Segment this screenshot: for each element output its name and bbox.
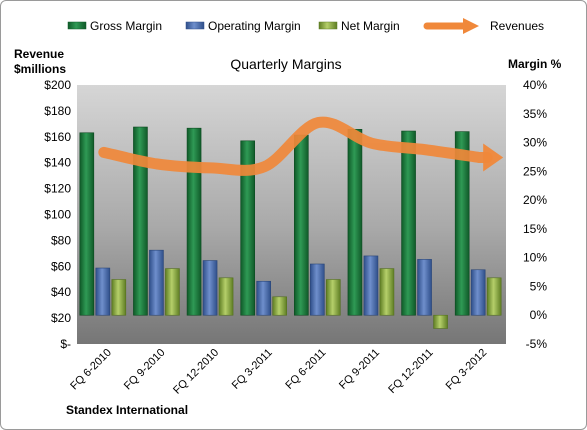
legend-swatch-gross: [67, 21, 87, 30]
legend-item-revenues: Revenues: [423, 18, 544, 34]
bar-gross-margin: [133, 126, 148, 316]
category-label: FQ 9-2010: [122, 347, 168, 393]
bar-net-margin: [326, 279, 341, 316]
category-labels: FQ 6-2010 FQ 9-2010 FQ 12-2010 FQ 3-2011 FQ …: [68, 347, 489, 397]
right-tick-label: 25%: [523, 164, 547, 178]
revenue-line: [98, 116, 504, 176]
bar-gross-margin: [454, 131, 470, 316]
left-tick-label: $60: [51, 259, 71, 273]
bar-operating-margin: [202, 260, 218, 316]
legend-label-revenues: Revenues: [490, 19, 544, 33]
bar-gross-margin: [79, 132, 95, 316]
left-tick-label: $140: [44, 156, 71, 170]
right-tick-label: 20%: [523, 193, 547, 207]
left-tick-label: $200: [44, 78, 71, 92]
legend-item-gross: Gross Margin: [67, 19, 162, 33]
right-tick-label: -5%: [526, 337, 548, 351]
left-tick-label: $-: [60, 337, 71, 351]
legend-label-net: Net Margin: [341, 19, 400, 33]
left-tick-label: $100: [44, 208, 71, 222]
bar-gross-margin: [240, 140, 255, 316]
bar-operating-margin: [310, 263, 325, 316]
bar-net-margin: [165, 268, 180, 316]
bar-net-margin: [272, 296, 287, 316]
category-label: FQ 6-2011: [283, 347, 328, 392]
bar-net-margin: [218, 277, 234, 316]
right-tick-label: 30%: [523, 136, 547, 150]
right-tick-label: 10%: [523, 251, 547, 265]
left-axis-title-line2: $millions: [14, 62, 66, 76]
category-label: FQ 3-2011: [230, 347, 275, 392]
legend-label-gross: Gross Margin: [90, 19, 162, 33]
left-axis-ticks: $- $20 $40 $60 $80 $100 $120 $140 $160 $180 $200: [44, 78, 71, 351]
legend-swatch-operating: [185, 21, 205, 30]
bar-operating-margin: [95, 267, 111, 316]
plot-area: [77, 85, 506, 344]
right-tick-label: 15%: [523, 222, 547, 236]
right-tick-label: 35%: [523, 107, 547, 121]
left-tick-label: $160: [44, 130, 71, 144]
revenue-arrowhead: [483, 143, 504, 172]
company-name: Standex International: [66, 403, 188, 417]
bar-net-margin: [379, 268, 395, 316]
bar-operating-margin: [363, 255, 379, 316]
category-label: FQ 12-2010: [171, 347, 221, 397]
bar-operating-margin: [470, 269, 486, 316]
legend-arrowhead-revenues: [463, 18, 479, 34]
bar-operating-margin: [256, 280, 271, 316]
left-tick-label: $80: [51, 233, 71, 247]
bar-gross-margin: [347, 129, 363, 316]
bar-operating-margin: [149, 249, 164, 316]
category-label: FQ 3-2012: [444, 347, 490, 393]
chart-title: Quarterly Margins: [230, 56, 341, 72]
bars: [79, 126, 502, 329]
bar-net-margin: [433, 314, 448, 329]
right-axis-ticks: -5% 0% 5% 10% 15% 20% 25% 30% 35% 40%: [523, 78, 547, 351]
right-tick-label: 5%: [530, 279, 548, 293]
category-label: FQ 9-2011: [337, 347, 382, 392]
bar-gross-margin: [401, 130, 416, 316]
legend-label-operating: Operating Margin: [208, 19, 301, 33]
left-tick-label: $180: [44, 104, 71, 118]
bar-gross-margin: [186, 127, 202, 316]
category-label: FQ 12-2011: [386, 347, 435, 396]
category-label: FQ 6-2010: [68, 347, 114, 393]
right-tick-label: 40%: [523, 78, 547, 92]
bar-operating-margin: [417, 259, 432, 316]
legend-item-net: Net Margin: [318, 19, 400, 33]
legend: Gross Margin Operating Margin Net Margin…: [67, 18, 544, 34]
revenue-line-path: [98, 116, 493, 176]
right-tick-label: 0%: [530, 308, 548, 322]
bar-gross-margin: [294, 134, 309, 316]
bar-net-margin: [111, 279, 127, 316]
left-tick-label: $120: [44, 182, 71, 196]
left-axis-title-line1: Revenue: [14, 47, 64, 61]
bar-net-margin: [486, 277, 502, 316]
legend-swatch-net: [318, 21, 338, 30]
left-tick-label: $40: [51, 285, 71, 299]
legend-item-operating: Operating Margin: [185, 19, 301, 33]
right-axis-title: Margin %: [508, 57, 562, 71]
left-tick-label: $20: [51, 311, 71, 325]
